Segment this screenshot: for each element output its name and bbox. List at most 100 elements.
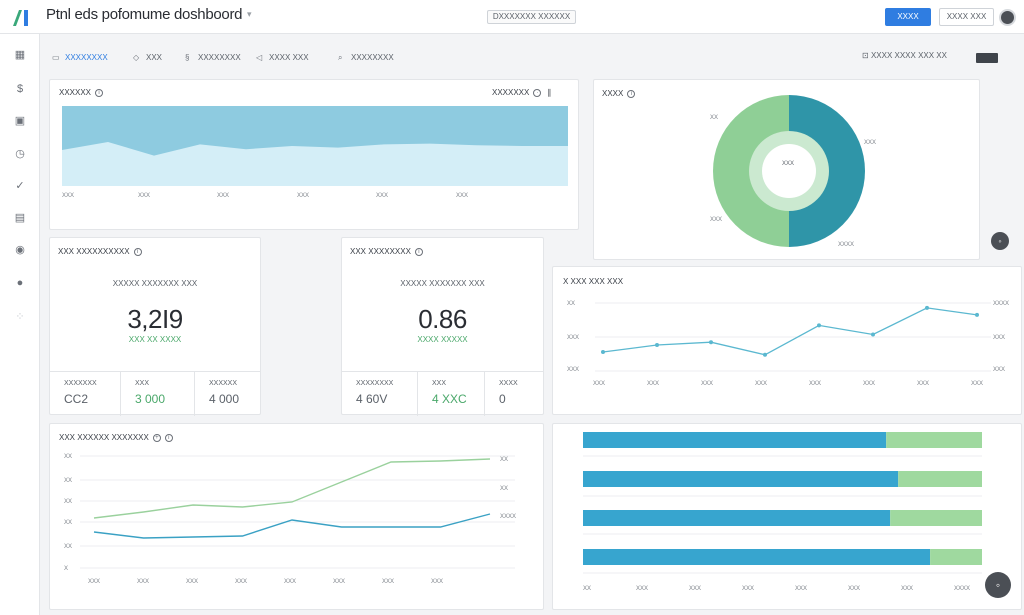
- y-tick-label: XXX: [567, 335, 579, 341]
- x-tick-label: XXX: [593, 381, 605, 387]
- tab-send[interactable]: ◁ XXXX XXX: [256, 51, 309, 65]
- card-title: XXX XXXXXXXX: [350, 247, 411, 256]
- check-icon[interactable]: ✓: [15, 180, 25, 192]
- grid-icon[interactable]: ▦: [14, 49, 26, 61]
- x-tick-label: XXX: [297, 193, 310, 199]
- add-icon[interactable]: +: [152, 433, 161, 442]
- x-tick-label: XXX: [186, 579, 198, 585]
- sidebar: ▦ $ ▣ ◷ ✓ ▤ ◉ ● ⁘: [0, 34, 40, 615]
- info-icon[interactable]: i: [133, 247, 142, 256]
- info-icon[interactable]: i: [414, 247, 423, 256]
- card-title: XXX XXXXXX XXXXXXX: [59, 433, 149, 442]
- series-line: [93, 458, 491, 519]
- y-tick-label: XXXX: [993, 301, 1009, 307]
- footer-value: 0: [499, 392, 506, 406]
- expand-icon[interactable]: ∥: [547, 88, 552, 97]
- dots-icon[interactable]: ⁘: [15, 311, 25, 323]
- kpi-card-middle: XXX XXXXXXXX i XXXXX XXXXXXX XXX 0.86 XXX…: [341, 237, 544, 416]
- x-tick-label: XXX: [62, 193, 75, 199]
- y-tick-label: XX: [64, 544, 72, 550]
- dollar-icon[interactable]: $: [16, 83, 24, 95]
- kpi-value: 3,2I9: [127, 304, 183, 334]
- footer-value: 4 000: [209, 392, 240, 406]
- x-tick-label: XXX: [217, 193, 230, 199]
- bar-segment: [890, 510, 982, 526]
- tab-search[interactable]: ⌕ XXXXXXXX: [338, 51, 394, 65]
- chat-button[interactable]: ◦: [985, 572, 1011, 598]
- x-tick-label: XXX: [689, 586, 701, 592]
- send-icon: ◁: [256, 53, 263, 62]
- settings-icon[interactable]: ·: [533, 88, 542, 97]
- area-chart-card: XXXXXX i XXXXXXX · ∥ XXX XXX XXX XXX XXX XX…: [49, 79, 579, 230]
- x-tick-label: XXX: [333, 579, 345, 585]
- x-tick-label: XX: [583, 586, 591, 592]
- flag-icon[interactable]: [976, 53, 998, 63]
- series-line: [93, 513, 491, 539]
- x-tick-label: XXX: [431, 579, 443, 585]
- y-tick-label: XXX: [993, 367, 1005, 373]
- tab-links[interactable]: § XXXXXXXX: [185, 51, 241, 65]
- top-bar: Ptnl eds pofomume doshboord ▾ DXXXXXXX X…: [0, 0, 1024, 34]
- footer-cell: XXXXXXX CC2: [50, 372, 121, 416]
- card-title: XXXXXX: [59, 88, 92, 97]
- x-tick-label: XXXX: [954, 586, 970, 592]
- chevron-down-icon[interactable]: ▾: [247, 9, 252, 19]
- area-x-axis: XXX XXX XXX XXX XXX XXX: [62, 193, 568, 203]
- info-icon[interactable]: i: [95, 88, 104, 97]
- x-tick-label: XXX: [742, 586, 754, 592]
- area-series: [62, 106, 568, 156]
- bar-segment: [583, 432, 887, 448]
- x-tick-label: XXX: [755, 381, 767, 387]
- kpi-card-left: XXX XXXXXXXXXX i XXXXX XXXXXXX XXX 3,2I9 …: [49, 237, 262, 416]
- grid-icon: ▭: [52, 53, 60, 62]
- tab-overview[interactable]: ▭ XXXXXXXX: [52, 51, 108, 65]
- y-tick-label: XX: [567, 301, 575, 307]
- info-icon[interactable]: i: [164, 433, 173, 442]
- donut-chart-card: XXXX i XX XXX XXX XXXX XXX: [593, 79, 980, 260]
- donut-hole: [762, 144, 816, 198]
- filter-label[interactable]: ⊡ XXXX XXXX XXX XX: [862, 51, 947, 60]
- info-icon[interactable]: i: [627, 89, 636, 98]
- bar-chart-card: XX XXX XXX XXX XXX XXX XXX XXXX: [552, 423, 1022, 610]
- footer-cell: XXXXXX 4 000: [195, 372, 262, 416]
- x-tick-label: XXX: [284, 579, 296, 585]
- globe-icon[interactable]: ●: [16, 277, 24, 289]
- secondary-button[interactable]: XXXX XXX: [939, 8, 994, 26]
- kpi-delta: XXXX XXXXX: [417, 335, 468, 344]
- search-icon: ⌕: [338, 53, 343, 62]
- date-range-chip[interactable]: DXXXXXXX XXXXXX: [487, 10, 576, 24]
- donut-center-label: XXX: [782, 161, 795, 167]
- kpi-value: 0.86: [418, 304, 467, 334]
- image-icon[interactable]: ▤: [14, 212, 26, 224]
- link-icon: §: [185, 53, 190, 62]
- y-tick-label: XXX: [567, 367, 579, 373]
- card-title: X XXX XXX XXX: [563, 277, 624, 286]
- card-title: XXXX: [602, 89, 624, 98]
- x-tick-label: XXX: [456, 193, 469, 199]
- footer-cell: XXXXXXXX 4 60V: [342, 372, 418, 416]
- bar-segment: [583, 549, 931, 565]
- pin-icon: ⊡: [862, 51, 871, 60]
- line-chart-card: X XXX XXX XXX XX XXX XXX XXXX XXX XXX XXX XXX XX…: [552, 266, 1022, 415]
- card-right-label: XXXXXXX: [492, 88, 530, 97]
- donut-chart: [713, 95, 865, 247]
- primary-button[interactable]: XXXX: [885, 8, 931, 26]
- tab-tags[interactable]: ◇ XXX: [133, 51, 162, 65]
- calendar-icon[interactable]: ▣: [14, 115, 26, 127]
- help-button[interactable]: ◦: [991, 232, 1009, 250]
- circle-icon[interactable]: ◉: [15, 244, 25, 256]
- x-tick-label: XXX: [138, 193, 151, 199]
- footer-label: XXX: [135, 380, 150, 387]
- x-tick-label: XXX: [137, 579, 149, 585]
- avatar[interactable]: [999, 9, 1016, 26]
- y-tick-label: X: [64, 566, 68, 572]
- y-tick-label: XX: [64, 520, 72, 526]
- donut-label: XXX: [710, 217, 723, 223]
- area-chart: [62, 106, 568, 186]
- clock-icon[interactable]: ◷: [15, 148, 25, 160]
- kpi-delta: XXX XX XXXX: [128, 335, 182, 344]
- footer-label: XXXX: [499, 380, 518, 387]
- footer-label: XXXXXX: [209, 380, 238, 387]
